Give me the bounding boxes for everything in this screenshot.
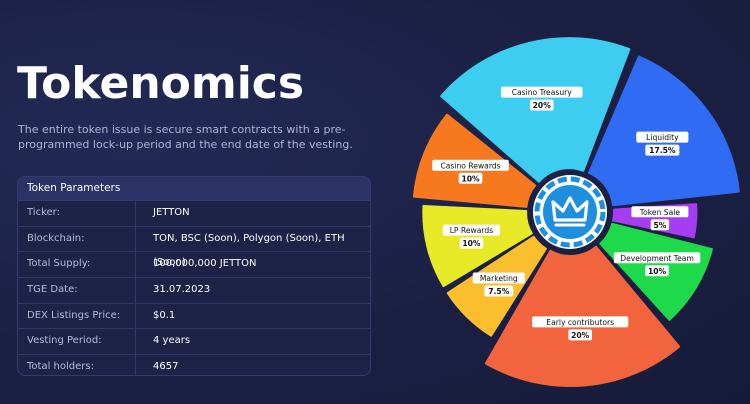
pie-label-name: Early contributors	[546, 318, 614, 327]
pie-label-lp-rewards: LP Rewards 10%	[442, 224, 500, 249]
pie-label-value: 10%	[462, 239, 481, 248]
param-row-tge-date: TGE Date: 31.07.2023	[18, 278, 370, 304]
tokenomics-pie-chart: Casino Treasury 20% Liquidity 17.5% Token Sa…	[412, 37, 740, 387]
page-subtitle: The entire token issue is secure smart c…	[18, 123, 353, 151]
pie-label-value: 7.5%	[488, 287, 509, 296]
pie-label-early-contributors: Early contributors 20%	[532, 316, 629, 341]
param-label: DEX Listings Price:	[27, 309, 121, 321]
pie-slice-liquidity	[587, 55, 740, 207]
param-value: 4 years	[135, 329, 190, 355]
pie-label-value: 5%	[653, 221, 666, 230]
pie-label-liquidity: Liquidity 17.5%	[636, 131, 689, 156]
param-row-ticker: Ticker: JETTON	[18, 201, 370, 227]
param-value: 31.07.2023	[135, 278, 210, 303]
crown-icon	[551, 196, 589, 222]
param-label: Total Supply:	[27, 258, 91, 270]
pie-label-value: 10%	[461, 174, 480, 183]
pie-label-name: Liquidity	[646, 133, 679, 142]
pie-label-name: Casino Treasury	[512, 88, 573, 97]
pie-label-casino-treasury: Casino Treasury 20%	[500, 86, 583, 111]
param-row-dex-price: DEX Listings Price: $0.1	[18, 303, 370, 330]
pie-label-casino-rewards: Casino Rewards 10%	[432, 159, 509, 184]
param-label: TGE Date:	[27, 284, 78, 296]
center-logo-dash-ring	[534, 176, 606, 248]
pie-label-value: 20%	[533, 101, 552, 110]
pie-label-name: Development Team	[620, 254, 694, 263]
param-value: TON, BSC (Soon), Polygon (Soon), ETH (So…	[135, 226, 370, 268]
pie-label-name: Casino Rewards	[440, 161, 500, 170]
param-label: Blockchain:	[27, 232, 85, 244]
param-value: 4657	[135, 355, 178, 375]
pie-slice-early-contributors	[484, 245, 681, 387]
param-row-vesting-period: Vesting Period: 4 years	[18, 329, 370, 356]
param-label: Ticker:	[27, 207, 60, 218]
token-parameters-header: Token Parameters	[18, 177, 370, 201]
param-row-total-holders: Total holders: 4657	[18, 355, 370, 375]
param-label: Total holders:	[27, 361, 94, 373]
token-parameters-table: Token Parameters Ticker: JETTON Blockcha…	[17, 176, 371, 376]
pie-label-value: 17.5%	[649, 146, 676, 155]
param-row-total-supply: Total Supply: 100,000,000 JETTON	[18, 252, 370, 279]
pie-label-name: Token Sale	[639, 208, 681, 217]
pie-label-value: 10%	[648, 267, 667, 276]
param-label: Vesting Period:	[27, 335, 102, 347]
param-value: JETTON	[135, 201, 190, 226]
param-value: $0.1	[135, 303, 175, 329]
pie-label-name: LP Rewards	[450, 226, 494, 235]
pie-label-token-sale: Token Sale 5%	[631, 206, 689, 231]
param-value: 100,000,000 JETTON	[135, 252, 256, 278]
pie-label-marketing: Marketing 7.5%	[472, 272, 525, 297]
pie-label-value: 20%	[571, 331, 590, 340]
pie-label-name: Marketing	[480, 274, 518, 283]
page-title: Tokenomics	[17, 58, 305, 109]
param-row-blockchain: Blockchain: TON, BSC (Soon), Polygon (So…	[18, 226, 370, 268]
pie-label-development-team: Development Team 10%	[613, 252, 701, 277]
center-logo-disc	[543, 185, 597, 239]
